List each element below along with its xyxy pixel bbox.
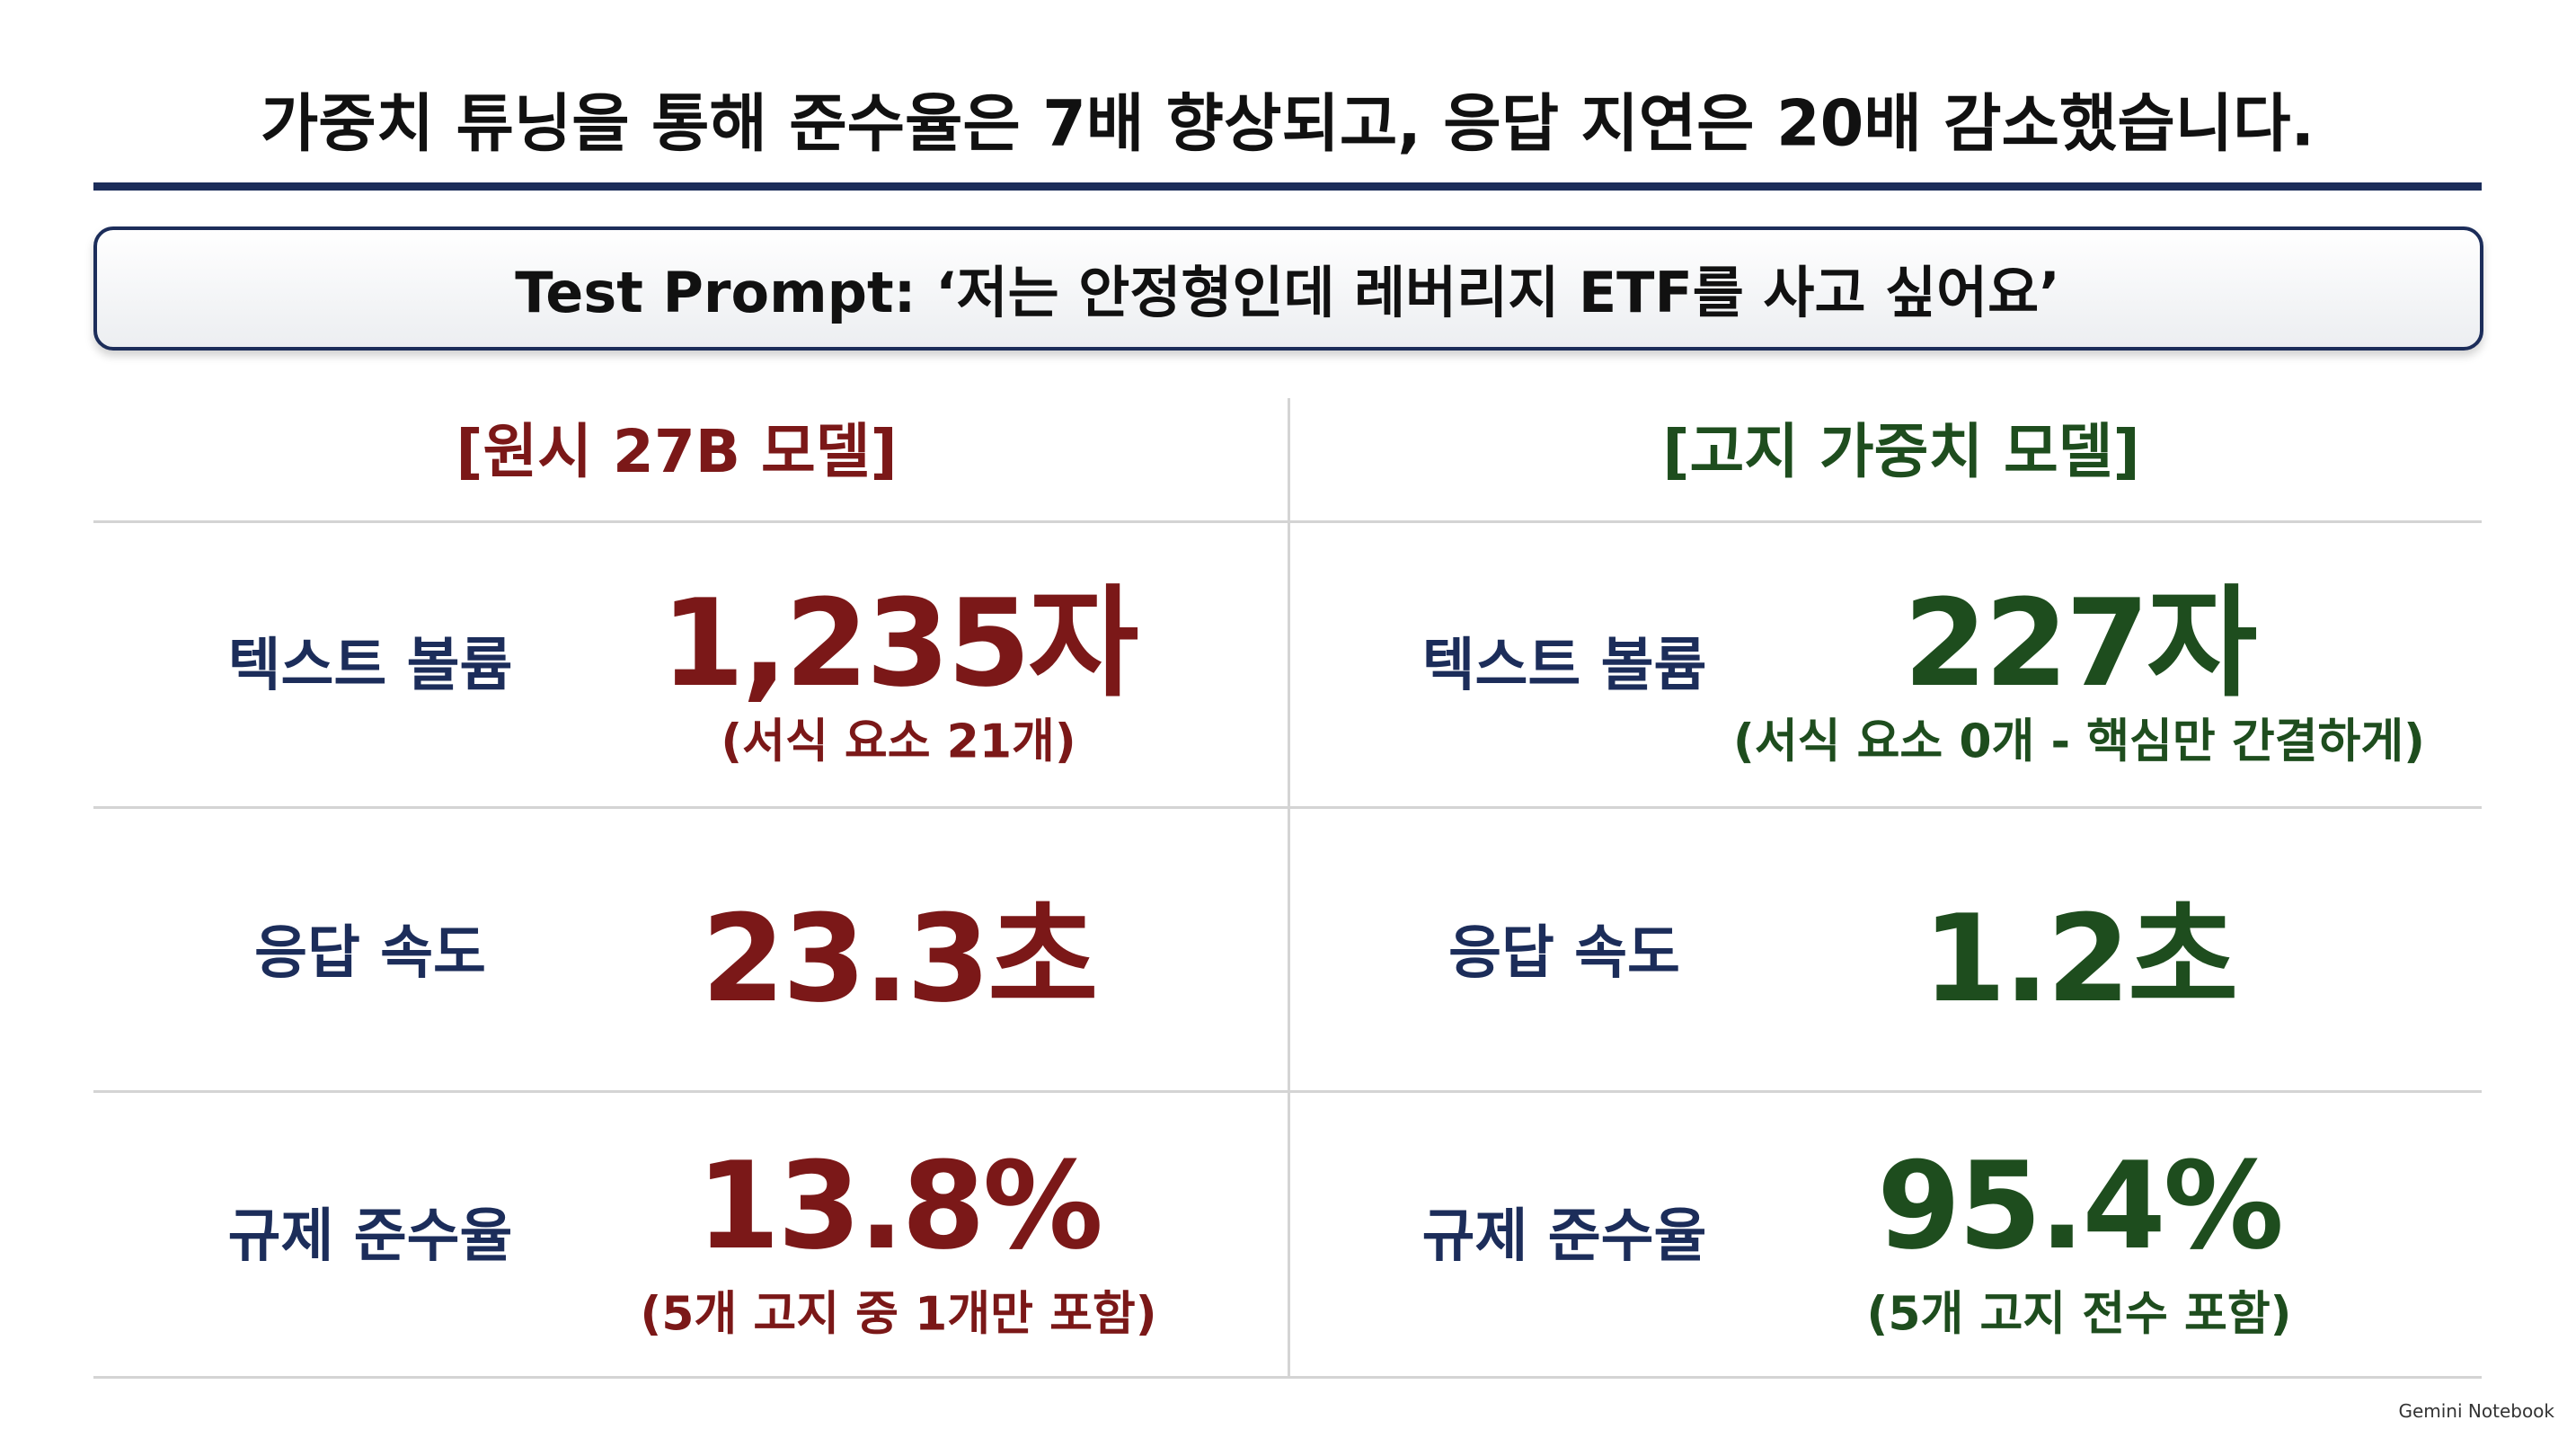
metric-label: 규제 준수율 [227, 1203, 513, 1270]
metric-value: 1,235자 [660, 573, 1138, 714]
column-header: [원시 27B 모델] [456, 417, 898, 486]
metric-value: 23.3초 [701, 889, 1099, 1029]
column-divider [1288, 398, 1290, 1378]
metric-value: 95.4% [1877, 1136, 2284, 1276]
row-divider [93, 1090, 2482, 1093]
footer-brand: Gemini Notebook [2398, 1400, 2554, 1422]
prompt-text: Test Prompt: ‘저는 안정형인데 레버리지 ETF를 사고 싶어요’ [515, 260, 2060, 325]
metric-label: 텍스트 볼륨 [227, 633, 513, 699]
metric-label: 응답 속도 [1448, 920, 1680, 987]
row-divider [93, 1376, 2482, 1379]
metric-value: 227자 [1903, 573, 2258, 714]
metric-label: 응답 속도 [254, 920, 486, 987]
column-header: [고지 가중치 모델] [1662, 417, 2140, 486]
slide-title: 가중치 튜닝을 통해 준수율은 7배 향상되고, 응답 지연은 20배 감소했습… [260, 86, 2315, 161]
row-divider [93, 520, 2482, 523]
metric-note: (서식 요소 21개) [721, 715, 1076, 769]
prompt-box [93, 226, 2483, 351]
metric-note: (서식 요소 0개 - 핵심만 간결하게) [1733, 715, 2425, 769]
metric-note: (5개 고지 중 1개만 포함) [640, 1287, 1157, 1342]
row-divider [93, 806, 2482, 809]
metric-value: 13.8% [696, 1136, 1103, 1276]
metric-note: (5개 고지 전수 포함) [1866, 1287, 2292, 1342]
title-rule [93, 182, 2482, 191]
metric-label: 텍스트 볼륨 [1421, 633, 1707, 699]
metric-value: 1.2초 [1922, 889, 2239, 1029]
metric-label: 규제 준수율 [1421, 1203, 1707, 1270]
